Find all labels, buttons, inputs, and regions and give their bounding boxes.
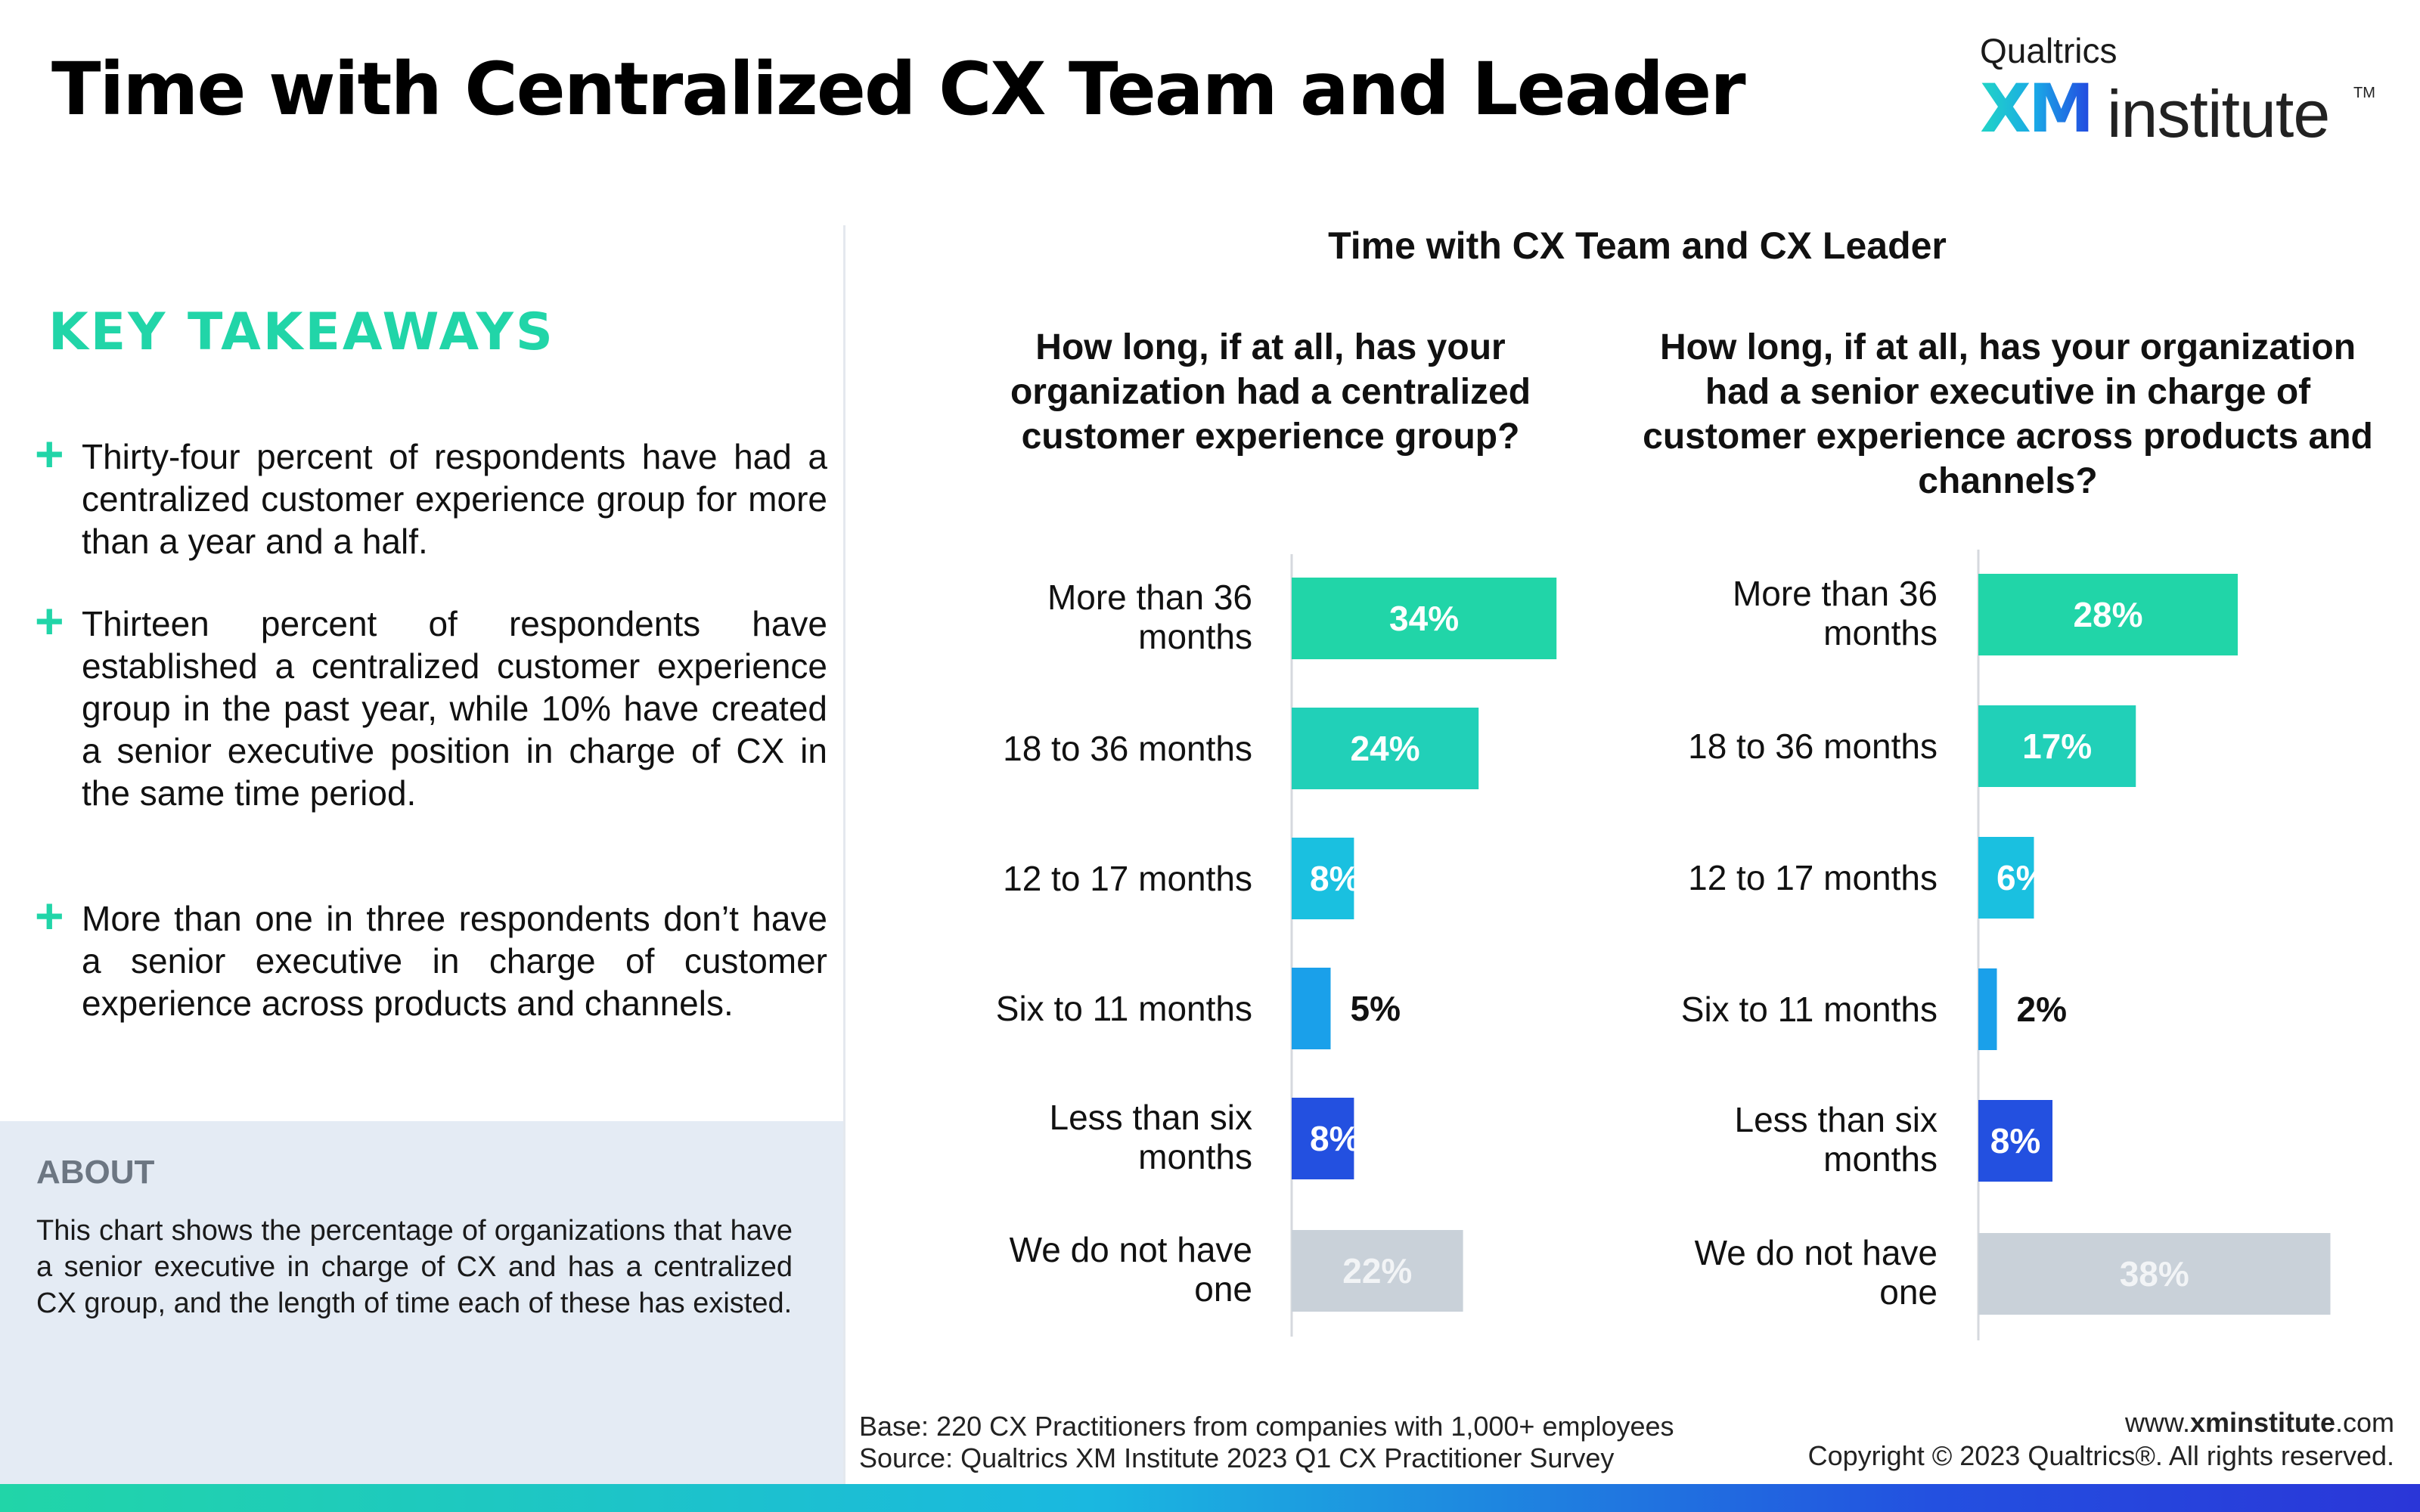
category-label: More than 36 months (1047, 578, 1252, 656)
footer-source: Source: Qualtrics XM Institute 2023 Q1 C… (859, 1442, 1615, 1473)
category-label: 18 to 36 months (1688, 727, 1938, 766)
value-label: 38% (2120, 1254, 2189, 1294)
bar (1292, 1098, 1354, 1179)
category-label: Six to 11 months (1681, 990, 1938, 1029)
page-title: Time with Centralized CX Team and Leader (51, 47, 1746, 132)
bar (1978, 1233, 2331, 1315)
value-label: 2% (2017, 990, 2067, 1029)
category-label: We do not have one (1010, 1230, 1252, 1309)
value-label: 5% (1351, 989, 1401, 1028)
section-divider (843, 225, 845, 1484)
category-label: More than 36 months (1733, 574, 1938, 652)
category-label: 18 to 36 months (1003, 729, 1252, 768)
category-label: Less than six months (1050, 1098, 1252, 1176)
bar (1292, 968, 1331, 1049)
value-label: 8% (1990, 1121, 2040, 1160)
value-label: 34% (1389, 599, 1459, 638)
copyright-text: Copyright © 2023 Qualtrics®. All rights … (1807, 1440, 2394, 1471)
footer-copyright: www.xminstitute.com Copyright © 2023 Qua… (1808, 1406, 2394, 1473)
takeaway-text: Thirty-four percent of respondents have … (82, 437, 827, 561)
about-heading: ABOUT (36, 1154, 155, 1191)
question-title-cx-group: How long, if at all, has your organizati… (1010, 327, 1531, 457)
plus-icon: + (35, 426, 64, 482)
bar (1292, 578, 1557, 659)
bar (1978, 968, 1997, 1050)
plus-icon: + (35, 593, 64, 649)
bar (1978, 1100, 2052, 1182)
category-label: 12 to 17 months (1003, 859, 1252, 898)
bar (1978, 837, 2034, 919)
key-takeaways-heading: KEY TAKEAWAYS (48, 302, 555, 362)
bottom-gradient-bar (0, 1484, 2420, 1512)
logo-xm-text: XM (1980, 70, 2094, 147)
value-label: 17% (2022, 727, 2092, 766)
bar (1978, 705, 2136, 787)
bar (1292, 708, 1479, 789)
value-label: 22% (1342, 1251, 1412, 1290)
value-label: 8% (1310, 859, 1360, 898)
question-title-cx-leader: How long, if at all, has your organizati… (1643, 327, 2373, 501)
plus-icon: + (35, 888, 64, 943)
logo-institute-text: institute (2107, 76, 2330, 151)
logo-tm-mark: TM (2353, 85, 2375, 101)
takeaway-text: More than one in three respondents don’t… (82, 899, 827, 1023)
value-label: 28% (2073, 595, 2142, 634)
logo-qualtrics-text: Qualtrics (1980, 31, 2118, 70)
value-label: 8% (1310, 1119, 1360, 1158)
category-label: Six to 11 months (996, 989, 1252, 1028)
bar (1292, 838, 1354, 919)
about-text: This chart shows the percentage of organ… (36, 1215, 793, 1319)
takeaway-text: Thirteen percent of respondents have est… (82, 604, 827, 813)
category-label: 12 to 17 months (1688, 858, 1938, 897)
footer-base: Base: 220 CX Practitioners from companie… (859, 1411, 1674, 1442)
category-label: We do not have one (1695, 1233, 1938, 1312)
value-label: 24% (1351, 729, 1420, 768)
value-label: 6% (1996, 858, 2046, 897)
bar (1978, 574, 2238, 655)
website-link[interactable]: www.xminstitute.com (2124, 1407, 2394, 1438)
footer-base-source: Base: 220 CX Practitioners from companie… (859, 1411, 1674, 1474)
xm-institute-logo: Qualtrics XM institute TM (1980, 30, 2375, 151)
bar (1292, 1230, 1463, 1312)
category-label: Less than six months (1735, 1100, 1938, 1179)
chart-title: Time with CX Team and CX Leader (1328, 225, 1947, 267)
about-panel (0, 1121, 843, 1484)
